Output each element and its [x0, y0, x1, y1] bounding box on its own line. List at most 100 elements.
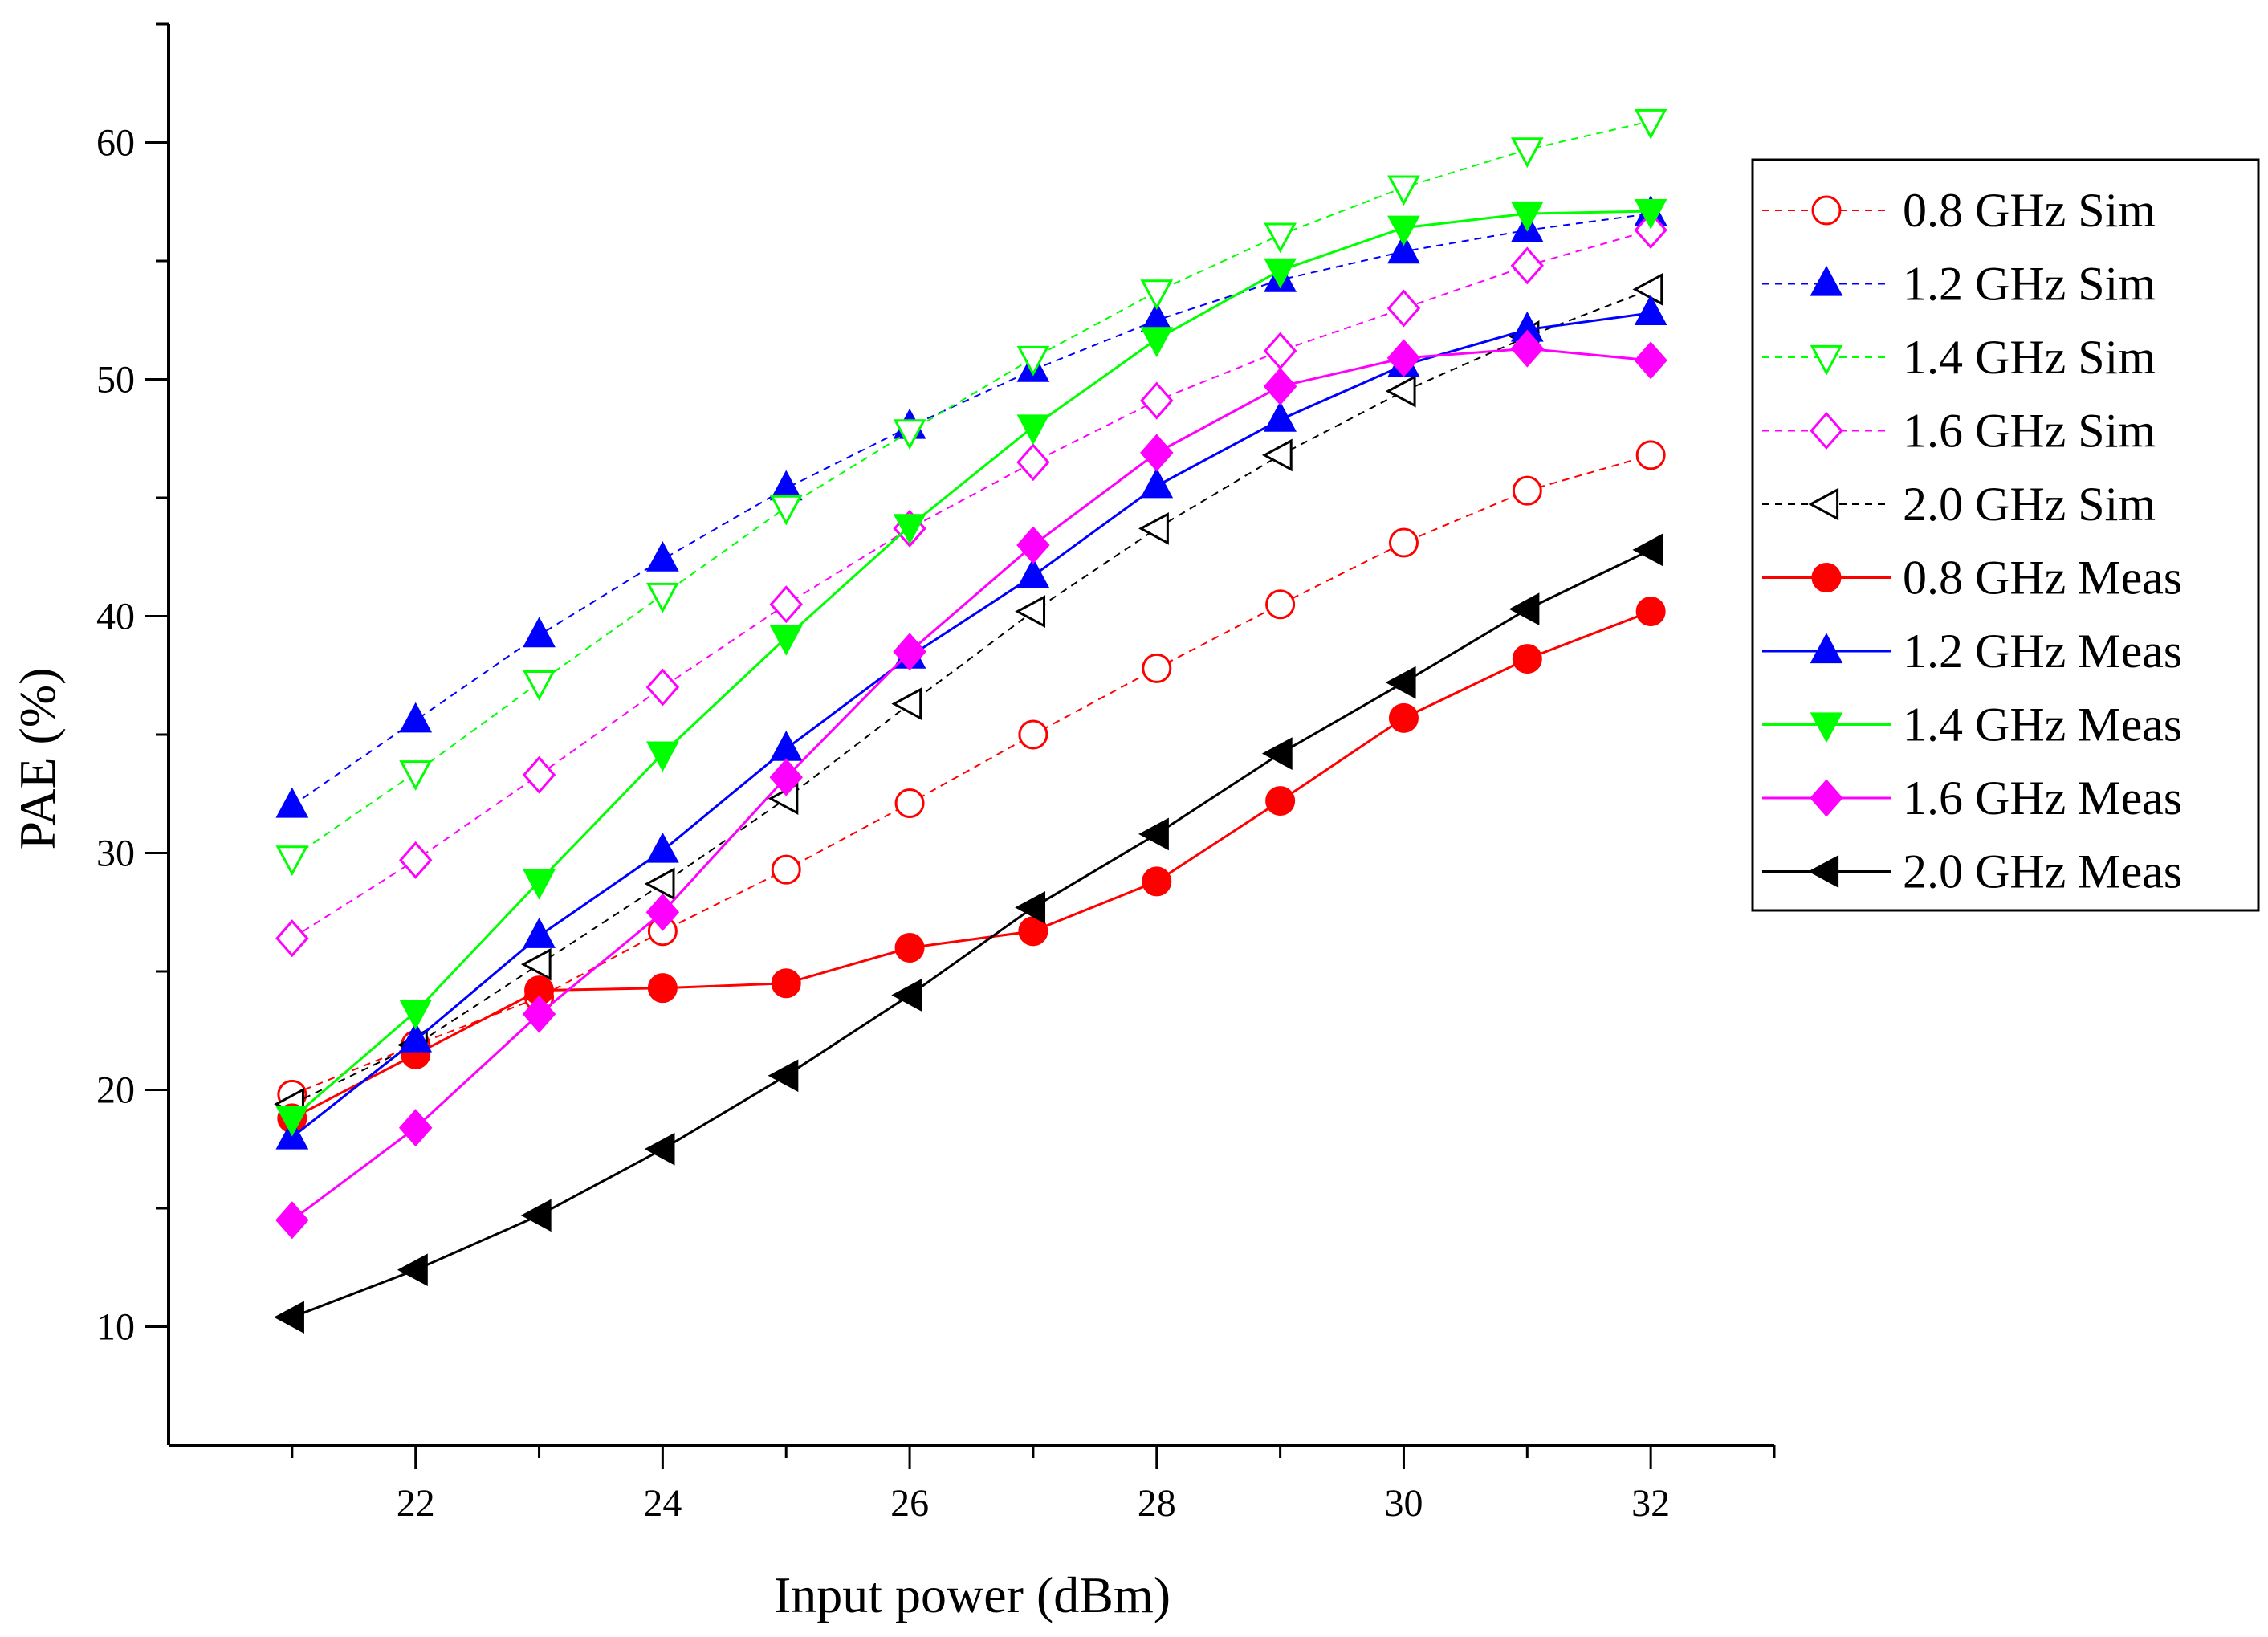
data-point	[768, 1059, 799, 1093]
series-line	[291, 210, 1651, 1120]
data-point	[893, 633, 926, 671]
data-point	[1512, 475, 1542, 506]
data-point	[647, 973, 678, 1004]
data-point	[1140, 381, 1174, 420]
data-point	[1386, 289, 1421, 328]
series-1-4-ghz-meas	[275, 198, 1667, 1137]
legend-label: 1.6 GHz Meas	[1903, 772, 2182, 825]
legend-marker	[1810, 779, 1843, 817]
legend-item: 2.0 GHz Sim	[1762, 478, 2156, 531]
data-point	[893, 419, 926, 450]
x-tick-label: 32	[1631, 1482, 1670, 1525]
legend-marker	[1810, 712, 1843, 743]
data-point	[1385, 666, 1416, 699]
data-point	[1387, 175, 1420, 206]
data-point	[1264, 401, 1297, 432]
legend-marker	[1808, 855, 1839, 888]
series-line	[291, 288, 1651, 1106]
series-1-6-ghz-sim	[275, 211, 1667, 958]
data-point	[1016, 526, 1050, 564]
legend-label: 0.8 GHz Meas	[1903, 552, 2182, 605]
x-tick-label: 22	[397, 1482, 435, 1525]
series-line	[291, 229, 1651, 939]
data-point	[1386, 339, 1421, 377]
data-point	[1264, 222, 1297, 254]
legend-marker	[1811, 563, 1842, 592]
data-point	[1018, 719, 1048, 750]
legend-item: 0.8 GHz Meas	[1762, 552, 2182, 605]
data-point	[1265, 589, 1296, 620]
y-axis-title: PAE (%)	[9, 668, 66, 850]
series-line	[291, 312, 1651, 1138]
data-point	[1387, 233, 1420, 264]
data-point	[1142, 866, 1172, 897]
data-point	[520, 947, 552, 981]
data-point	[1635, 440, 1666, 470]
data-point	[1138, 817, 1169, 851]
data-point	[1140, 434, 1174, 472]
y-tick-label: 40	[96, 596, 135, 638]
x-axis-title: Input power (dBm)	[774, 1566, 1171, 1623]
data-point	[399, 702, 433, 733]
series-1-4-ghz-sim	[275, 108, 1667, 877]
data-point	[771, 968, 801, 999]
data-point	[771, 854, 801, 885]
legend-marker	[1810, 344, 1843, 376]
data-point	[398, 841, 433, 879]
legend-label: 1.6 GHz Sim	[1903, 405, 2156, 458]
legend-label: 1.4 GHz Sim	[1903, 331, 2156, 384]
series-layer	[274, 108, 1667, 1334]
data-point	[646, 582, 679, 613]
data-point	[1015, 595, 1046, 628]
data-point	[891, 979, 922, 1012]
y-tick-label: 20	[96, 1069, 135, 1112]
series-2-0-ghz-sim	[274, 273, 1663, 1121]
y-tick-label: 60	[96, 122, 135, 165]
data-point	[769, 625, 803, 656]
data-point	[769, 730, 803, 761]
data-point	[644, 1132, 675, 1166]
data-point	[1138, 511, 1169, 545]
data-point	[1263, 367, 1297, 405]
legend-item: 1.6 GHz Meas	[1762, 772, 2182, 825]
legend-item: 1.2 GHz Meas	[1762, 625, 2182, 678]
data-point	[275, 1201, 309, 1240]
legend-item: 1.4 GHz Meas	[1762, 698, 2182, 751]
data-point	[1634, 198, 1667, 230]
legend-label: 0.8 GHz Sim	[1903, 184, 2156, 237]
data-point	[523, 670, 556, 701]
data-point	[1632, 273, 1663, 306]
legend-label: 1.2 GHz Meas	[1903, 625, 2182, 678]
data-point	[1016, 345, 1050, 377]
data-point	[1510, 246, 1545, 285]
legend-item: 1.2 GHz Sim	[1762, 258, 2156, 311]
data-point	[646, 540, 679, 572]
series-1-2-ghz-meas	[275, 295, 1667, 1150]
series-line	[291, 548, 1651, 1319]
data-point	[891, 687, 922, 721]
data-point	[1142, 653, 1172, 683]
data-point	[1634, 295, 1667, 325]
data-point	[1385, 374, 1416, 408]
data-point	[1140, 279, 1174, 311]
series-0-8-ghz-sim	[277, 440, 1666, 1110]
data-point	[769, 585, 803, 624]
legend-item: 1.4 GHz Sim	[1762, 331, 2156, 384]
data-point	[1018, 916, 1048, 947]
data-point	[769, 758, 803, 796]
data-point	[1509, 592, 1540, 626]
legend-marker	[1810, 265, 1843, 296]
x-tick-label: 30	[1384, 1482, 1423, 1525]
series-line	[291, 610, 1651, 1120]
data-point	[1387, 215, 1420, 246]
data-point	[275, 919, 309, 958]
data-point	[274, 1301, 304, 1334]
data-point	[522, 995, 556, 1033]
data-point	[1140, 327, 1174, 358]
data-point	[1632, 533, 1663, 567]
series-line	[291, 213, 1651, 807]
data-point	[1512, 644, 1542, 674]
legend-item: 2.0 GHz Meas	[1762, 845, 2182, 898]
data-point	[399, 1021, 433, 1053]
